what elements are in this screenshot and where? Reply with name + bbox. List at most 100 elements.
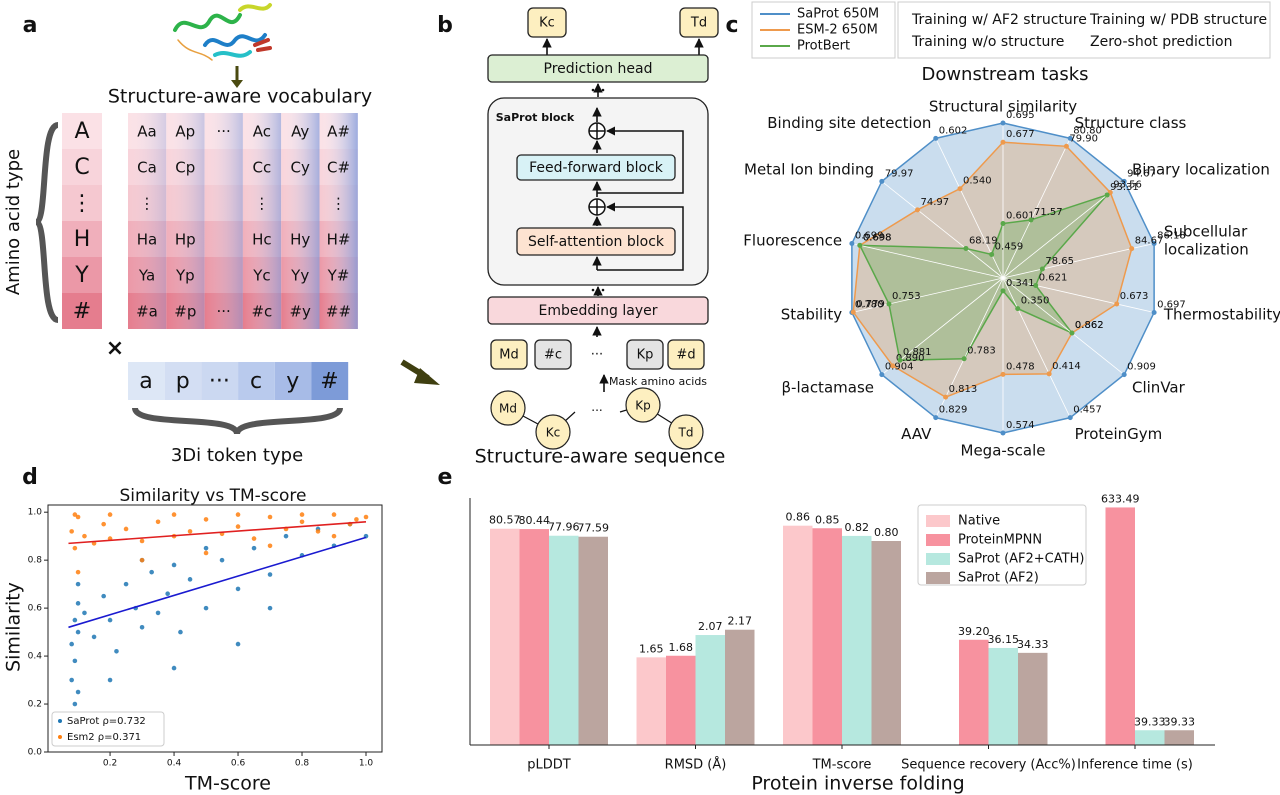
sequence-node — [625, 387, 661, 423]
vocab-cell-shade — [319, 221, 358, 257]
radar-point — [1121, 372, 1127, 378]
bar-value-label: 1.65 — [639, 642, 664, 655]
scatter-point — [171, 665, 177, 671]
radar-point — [989, 251, 995, 257]
scatter-point — [75, 569, 81, 575]
radar-spoke — [1002, 277, 1125, 375]
residual-path — [597, 126, 684, 194]
radar-axis-label: ProteinGym — [1075, 425, 1163, 443]
input-token — [490, 339, 528, 370]
vocab-cell-shade — [319, 293, 358, 329]
vocab-cell-shade — [319, 257, 358, 293]
output-token — [679, 7, 719, 38]
vocab-cell-shade — [204, 221, 243, 257]
scatter-point — [219, 557, 225, 563]
scatter-point — [155, 610, 161, 616]
token-label: a — [139, 369, 152, 394]
radar-point — [1104, 192, 1110, 198]
vocab-cell-shade — [204, 185, 243, 221]
token-label: y — [286, 369, 299, 394]
bar-value-label: 39.33 — [1134, 715, 1166, 728]
bar-value-label: 633.49 — [1101, 492, 1140, 505]
bar — [1164, 730, 1194, 745]
vocab-token: Ca — [137, 159, 157, 177]
legend-label: SaProt ρ=0.732 — [67, 716, 146, 727]
input-token — [626, 339, 664, 370]
bar — [578, 536, 608, 745]
residual-plus — [589, 123, 605, 139]
scatter-point — [315, 529, 321, 534]
radar-value-label: 71.57 — [1034, 207, 1063, 218]
radar-value-label: 84.67 — [1135, 236, 1164, 247]
sequence-token-label: Kc — [546, 426, 560, 440]
radar-point — [897, 357, 903, 363]
token-label: c — [250, 369, 262, 394]
token-cell — [238, 362, 275, 400]
vocab-token: ··· — [216, 303, 230, 321]
y-tick-label: 0.2 — [28, 700, 42, 710]
x-tick-label: pLDDT — [527, 758, 571, 773]
panel-letter: e — [438, 465, 453, 490]
scatter-point — [299, 519, 305, 525]
self-attention-label: Self-attention block — [528, 234, 665, 250]
y-tick-label: 0.8 — [28, 556, 43, 566]
bar-value-label: 2.07 — [698, 620, 723, 633]
legend-group-label: Training w/o structure — [911, 34, 1064, 50]
scatter-point — [72, 701, 78, 707]
vocab-token: Ha — [137, 231, 157, 249]
radar-value-label: 78.65 — [1045, 256, 1074, 267]
bar — [812, 528, 842, 745]
radar-spoke — [881, 181, 1004, 279]
bar-value-label: 77.59 — [578, 522, 610, 535]
radar-point — [957, 186, 963, 192]
vocab-cell-shade — [166, 113, 205, 149]
radar-point — [1000, 139, 1006, 145]
scatter-point — [171, 562, 177, 568]
radar-axis-label: Fluorescence — [743, 231, 842, 249]
vocab-cell-shade — [166, 221, 205, 257]
legend-label: SaProt 650M — [797, 7, 879, 22]
radar-axis-label: Binary localization — [1132, 160, 1270, 178]
radar-value-label: 0.601 — [1006, 210, 1035, 221]
radar-value-label: 0.780 — [855, 299, 884, 310]
bar — [988, 647, 1018, 745]
radar-point — [961, 356, 967, 362]
legend-swatch — [58, 719, 62, 723]
vocab-cell-shade — [319, 113, 358, 149]
vocab-cell-shade — [281, 113, 320, 149]
output-token — [527, 7, 567, 38]
input-token-label: ··· — [591, 348, 603, 363]
token-cell — [201, 362, 239, 400]
bar-value-label: 0.82 — [845, 521, 870, 534]
amino-cell — [62, 257, 102, 293]
amino-cell — [62, 293, 102, 329]
sequence-caption: Structure-aware sequence — [475, 446, 726, 468]
amino-axis-label: Amino acid type — [3, 149, 24, 295]
radar-point — [933, 135, 939, 141]
legend-swatch — [926, 515, 950, 527]
vocab-cell-shade — [128, 221, 167, 257]
panel-letter: a — [23, 13, 38, 38]
scatter-point — [82, 533, 87, 539]
scatter-point — [82, 610, 87, 616]
bar-value-label: 2.17 — [728, 615, 753, 628]
y-tick-label: 0.0 — [28, 748, 43, 758]
vocab-token: #c — [251, 303, 272, 321]
sequence-token-label: Td — [678, 426, 694, 440]
bar — [871, 541, 901, 745]
radar-value-label: 0.621 — [1039, 272, 1068, 283]
scatter-point — [69, 529, 74, 534]
sequence-token-label: ··· — [591, 404, 602, 418]
vocab-token: ⋮ — [254, 195, 269, 213]
y-tick-label: 1.0 — [28, 508, 43, 518]
legend-label: SaProt (AF2) — [958, 571, 1039, 586]
token-brace — [132, 406, 343, 436]
scatter-point — [72, 658, 78, 664]
x-axis-label: Protein inverse folding — [751, 773, 964, 795]
radar-value-label: 79.97 — [885, 168, 914, 179]
radar-value-label: 74.97 — [921, 197, 950, 208]
scatter-point — [75, 581, 81, 587]
radar-value-label: 0.574 — [1006, 420, 1035, 431]
scatter-point — [203, 550, 209, 556]
